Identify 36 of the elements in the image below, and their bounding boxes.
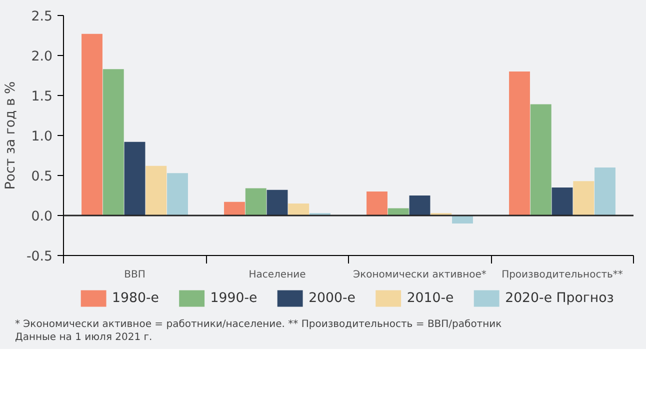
bar [82,34,102,216]
legend-label: 2010-е [406,291,454,306]
y-tick-label: 2.0 [31,50,53,64]
legend-label: 1980-е [112,291,159,306]
x-tick-label: Население [248,270,306,280]
legend-label: 2020-е Прогноз [505,291,614,306]
bar [167,173,188,216]
y-tick-label: 1.5 [31,90,53,104]
x-tick-label: Производительность** [502,270,623,280]
legend-label: 2000-е [308,291,356,306]
bar [530,104,552,216]
bar [552,188,573,216]
text: Данные на 1 июля 2021 г. [15,332,152,343]
y-tick-label: 0.0 [31,210,53,224]
x-tick-label: Экономически активное* [353,270,486,280]
bar [266,190,288,216]
y-tick-label: 2.5 [31,10,53,24]
y-tick-label: -0.5 [26,250,53,264]
bar [509,72,530,216]
legend-label: 1990-е [210,291,258,306]
y-axis-title: Рост за год в % [3,81,18,190]
bar [573,181,594,216]
y-tick-label: 0.5 [31,170,53,184]
bar [409,196,430,216]
bar [124,142,146,216]
x-tick-label: ВВП [124,270,146,280]
text: * Экономически активное = работники/население. ** Производительность = ВВП/работник [15,319,502,330]
bar [388,208,409,216]
y-tick-label: 1.0 [31,130,53,144]
bar [245,188,266,216]
bar [224,202,245,216]
bar [288,204,310,216]
bar [594,168,616,216]
bar [146,166,167,216]
bar [366,192,388,216]
bar [102,69,124,216]
